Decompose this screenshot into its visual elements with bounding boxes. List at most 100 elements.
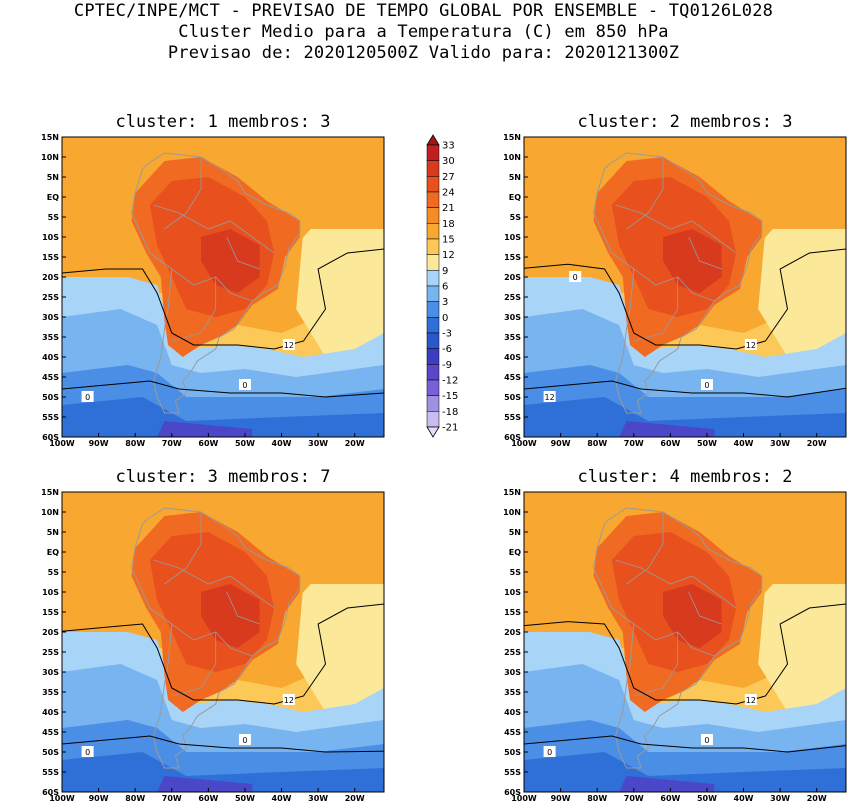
colorbar-label: -6 — [442, 344, 452, 355]
contour-label: 12 — [746, 341, 756, 350]
lon-label: 90W — [89, 439, 109, 448]
lat-label: 20S — [504, 273, 521, 282]
contour-label: 0 — [85, 748, 90, 757]
contour-label-box — [744, 339, 757, 350]
lat-label: 60S — [504, 433, 521, 442]
contour-label-box — [282, 339, 295, 350]
panel-2-map: 12 12 0 0 15N 10N 5N EQ 5S 10S 15S 20S 25S 30S 35S 40S 4… — [503, 133, 847, 448]
panel-4-map: 12 0 0 15N 10N 5N EQ 5S 10S 15S 20S 25S 30S 35S 40S 45S… — [503, 488, 847, 803]
colorbar-box — [426, 332, 440, 349]
lon-label: 100W — [511, 439, 537, 448]
colorbar-label: 18 — [442, 219, 455, 230]
colorbar-box — [426, 270, 440, 287]
contour-label-box — [744, 694, 757, 705]
lon-label: 60W — [198, 439, 218, 448]
lat-label: 25S — [42, 293, 59, 302]
coastline — [592, 507, 763, 769]
colorbar-box — [426, 223, 440, 240]
coastline — [592, 152, 763, 414]
contour-label: 0 — [547, 748, 552, 757]
lat-label: 40S — [42, 353, 59, 362]
contour-label-box — [543, 391, 556, 402]
panel-frame — [523, 491, 847, 793]
lat-label: 45S — [504, 373, 521, 382]
colorbar-box — [426, 191, 440, 208]
lat-label: 5S — [510, 213, 522, 222]
colorbar-label: -9 — [442, 360, 452, 371]
lon-label: 70W — [162, 794, 182, 803]
colorbar-box — [426, 317, 440, 334]
temperature-band-yellow — [758, 584, 846, 728]
lat-label: 5N — [509, 173, 521, 182]
colorbar-label: -3 — [442, 329, 452, 340]
isoline-0 — [524, 735, 846, 753]
contour-label: 12 — [545, 393, 555, 402]
contour-label: 12 — [284, 341, 294, 350]
lon-label: 90W — [89, 794, 109, 803]
header-line-2: Cluster Medio para a Temperatura (C) em … — [178, 22, 669, 42]
lat-label: 10S — [504, 588, 521, 597]
lat-label: 45S — [504, 728, 521, 737]
colorbar-label: -18 — [442, 407, 458, 418]
panel-1-title: cluster: 1 membros: 3 — [115, 112, 331, 132]
lon-label: 90W — [551, 794, 571, 803]
lon-label: 30W — [308, 794, 328, 803]
lon-label: 60W — [660, 439, 680, 448]
lon-label: 50W — [697, 794, 717, 803]
country-border — [615, 204, 737, 254]
panel-1-map: 12 0 0 15N 10N 5N EQ 5S 10S 15S 20S 25S 30S 35S 40S 45S… — [41, 133, 385, 448]
lon-label: 20W — [807, 794, 827, 803]
lat-label: 60S — [42, 788, 59, 797]
lon-label: 20W — [807, 439, 827, 448]
lat-label: 10S — [42, 588, 59, 597]
lon-label: 30W — [770, 794, 790, 803]
lon-label: 60W — [660, 794, 680, 803]
colorbar-label: 15 — [442, 235, 455, 246]
isoline-12 — [62, 248, 384, 350]
contour-label: 0 — [573, 273, 578, 282]
lat-label: 35S — [42, 688, 59, 697]
lat-label: 45S — [42, 373, 59, 382]
contour-label-box — [282, 694, 295, 705]
lon-label: 100W — [49, 794, 75, 803]
lon-label: 40W — [734, 794, 754, 803]
country-border — [626, 157, 664, 230]
colorbar-box — [426, 160, 440, 177]
panel-2-title: cluster: 2 membros: 3 — [577, 112, 793, 132]
colorbar-box — [426, 254, 440, 271]
country-border — [171, 632, 217, 697]
country-border — [226, 236, 260, 270]
panel-3-map: 12 0 0 15N 10N 5N EQ 5S 10S 15S 20S 25S 30S 35S 40S 45S… — [41, 488, 385, 803]
lat-label: 10N — [41, 153, 59, 162]
isoline-12 — [524, 603, 846, 705]
lat-label: 50S — [42, 748, 59, 757]
lon-label: 40W — [272, 439, 292, 448]
contour-label: 0 — [242, 381, 247, 390]
lon-label: 30W — [308, 439, 328, 448]
lat-label: 60S — [42, 433, 59, 442]
contour-label: 12 — [746, 696, 756, 705]
temperature-band-violet — [157, 421, 253, 437]
temperature-band-deep — [62, 752, 384, 792]
lat-label: 15N — [41, 488, 59, 497]
lon-label: 30W — [770, 439, 790, 448]
temperature-band-violet — [619, 421, 715, 437]
lat-label: EQ — [47, 193, 59, 202]
contour-label: 0 — [242, 736, 247, 745]
lat-label: EQ — [509, 193, 521, 202]
temperature-band-deep — [524, 752, 846, 792]
lat-label: 5S — [510, 568, 522, 577]
colorbar-label: 33 — [442, 141, 455, 152]
lat-label: 15S — [42, 253, 59, 262]
coastline — [130, 507, 301, 769]
country-border — [226, 591, 260, 625]
colorbar-box — [426, 364, 440, 381]
lat-label: EQ — [47, 548, 59, 557]
temperature-band-yellow — [296, 584, 384, 728]
colorbar-box — [426, 395, 440, 412]
country-border — [171, 277, 217, 342]
lat-label: 10N — [41, 508, 59, 517]
isoline-12 — [524, 248, 846, 350]
contour-label-box — [700, 734, 713, 745]
